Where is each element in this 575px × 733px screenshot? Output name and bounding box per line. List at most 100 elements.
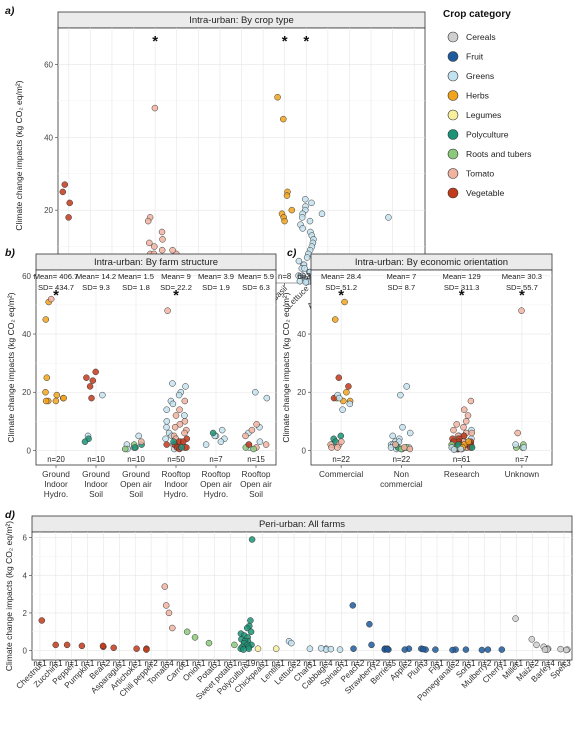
- panel-c: c) Intra-urban: By economic orientation 0 2…: [281, 247, 553, 489]
- data-point-ground-indoor-soil: [86, 383, 94, 390]
- data-point-maize: [528, 636, 536, 643]
- x-tick-label-line: Hydro.: [164, 489, 188, 499]
- data-point-commercial: [339, 406, 346, 413]
- sd-label: SD= 6.3: [242, 283, 270, 292]
- x-tick-label: Rooftop Open air Hydro.: [200, 469, 232, 499]
- n-label: n=2: [478, 659, 491, 668]
- data-point-chard: [306, 645, 314, 652]
- data-point-research: [462, 418, 470, 425]
- data-point-asparagus: [110, 644, 117, 652]
- legend-label-fruit: Fruit: [466, 52, 484, 62]
- data-point-millet: [512, 615, 519, 622]
- data-point-pomegranate: [449, 646, 456, 654]
- n-label: n=1: [224, 659, 237, 668]
- data-point-non-commercial: [392, 441, 399, 448]
- data-point-carrot: [183, 628, 191, 636]
- data-point-rooftop-open-air-soil: [263, 394, 271, 402]
- data-point-research: [450, 446, 458, 453]
- data-points: [42, 295, 271, 453]
- data-point-rooftop-open-air-hydro: [218, 426, 226, 434]
- sd-label: SD= 51.2: [325, 283, 357, 292]
- sd-label: SD= 311.3: [444, 283, 480, 292]
- mean-label: Mean= 129: [443, 272, 481, 281]
- panel-label: d): [5, 509, 15, 521]
- significance-star: *: [53, 287, 59, 304]
- sd-label: SD= 8.7: [388, 283, 416, 292]
- data-point-leafy-greens: [385, 214, 392, 221]
- data-point-peach: [349, 602, 357, 609]
- x-tick-label-line: Open air: [120, 479, 152, 489]
- data-point-tomato: [158, 228, 166, 236]
- legend-swatch-roots-and-tubers: [447, 148, 459, 160]
- data-point-tomato: [162, 602, 170, 609]
- data-point-rooftop-indoor-hydro: [181, 418, 189, 425]
- data-point-rooftop-indoor-hydro: [163, 441, 170, 448]
- legend-label-roots-and-tubers: Roots and tubers: [466, 149, 531, 159]
- n-label: n=2: [399, 659, 412, 668]
- data-point-rooftop-open-air-soil: [250, 445, 257, 453]
- x-tick-label-line: Ground: [122, 469, 150, 479]
- n-label: n=22: [393, 455, 411, 464]
- data-point-lettuce: [303, 254, 311, 261]
- panel-label: b): [5, 247, 15, 259]
- data-point-non-commercial: [403, 383, 410, 390]
- data-point-rooftop-open-air-soil: [248, 426, 256, 434]
- data-point-rooftop-indoor-hydro: [175, 391, 183, 399]
- panel-title: Intra-urban: By farm structure: [94, 257, 218, 268]
- data-point-artichoke: [133, 645, 140, 652]
- data-point-ground-indoor-hydro: [43, 374, 51, 381]
- legend-swatch-fruit: [447, 51, 459, 62]
- x-tick-label: Ground Indoor Hydro.: [42, 469, 70, 499]
- legend-swatch-polyculture: [447, 129, 459, 140]
- x-tick-label-line: Unknown: [505, 469, 540, 479]
- data-point-basil: [274, 93, 281, 101]
- x-tick-label: Non commercial: [380, 469, 423, 489]
- significance-star: *: [519, 287, 525, 304]
- x-tick-label-line: Soil: [89, 489, 103, 499]
- n-label: n=22: [332, 455, 350, 464]
- data-point-ground-open-air-soil: [135, 432, 142, 440]
- y-tick-label: 0: [23, 647, 28, 656]
- y-tick-label: 0: [302, 446, 307, 455]
- panel-label: a): [5, 5, 15, 17]
- x-tick-label-line: Indoor: [164, 479, 188, 489]
- data-point-tomato: [161, 583, 169, 590]
- data-point-lettuce: [288, 639, 295, 647]
- data-point-tomato: [159, 236, 166, 243]
- data-point-ground-open-air-soil: [121, 445, 129, 453]
- legend-label-greens: Greens: [466, 71, 494, 81]
- data-point-rooftop-indoor-hydro: [163, 423, 170, 431]
- sd-label: SD= 1.8: [122, 283, 150, 292]
- data-point-rooftop-indoor-hydro: [169, 400, 177, 408]
- sd-label: SD= 55.7: [506, 283, 538, 292]
- data-point-unknown: [520, 444, 528, 451]
- n-label: n=10: [87, 455, 105, 464]
- n-label: n=7: [209, 455, 222, 464]
- data-point-spelt: [563, 646, 570, 654]
- data-point-pumpkin: [78, 642, 86, 650]
- legend-label-polyculture: Polyculture: [466, 130, 509, 140]
- data-point-arugula: [318, 210, 326, 218]
- data-point-tomato: [169, 624, 176, 632]
- data-point-cabbage: [327, 645, 335, 653]
- data-point-ground-indoor-hydro: [42, 316, 50, 323]
- data-point-rooftop-indoor-hydro: [179, 438, 187, 445]
- n-label: n=1: [176, 659, 189, 668]
- data-point-fig: [432, 646, 439, 653]
- plot-area: [31, 531, 573, 661]
- legend-label-herbs: Herbs: [466, 91, 489, 101]
- data-point-commercial: [335, 374, 343, 381]
- data-point-chili-pepper: [143, 646, 150, 653]
- data-point-tomato-cherry: [169, 246, 176, 254]
- data-point-unknown: [514, 429, 521, 437]
- data-point-research: [460, 406, 468, 413]
- sd-label: SD= 9.3: [82, 283, 110, 292]
- n-label: n=1: [208, 659, 221, 668]
- x-tick-label: Rooftop Open air Soil: [240, 469, 272, 499]
- legend-title: Crop category: [443, 9, 511, 20]
- x-tick-label-line: Research: [444, 469, 480, 479]
- data-point-rooftop-indoor-hydro: [163, 406, 170, 413]
- legend-swatch-vegetable: [447, 187, 459, 199]
- legend-label-legumes: Legumes: [466, 110, 501, 120]
